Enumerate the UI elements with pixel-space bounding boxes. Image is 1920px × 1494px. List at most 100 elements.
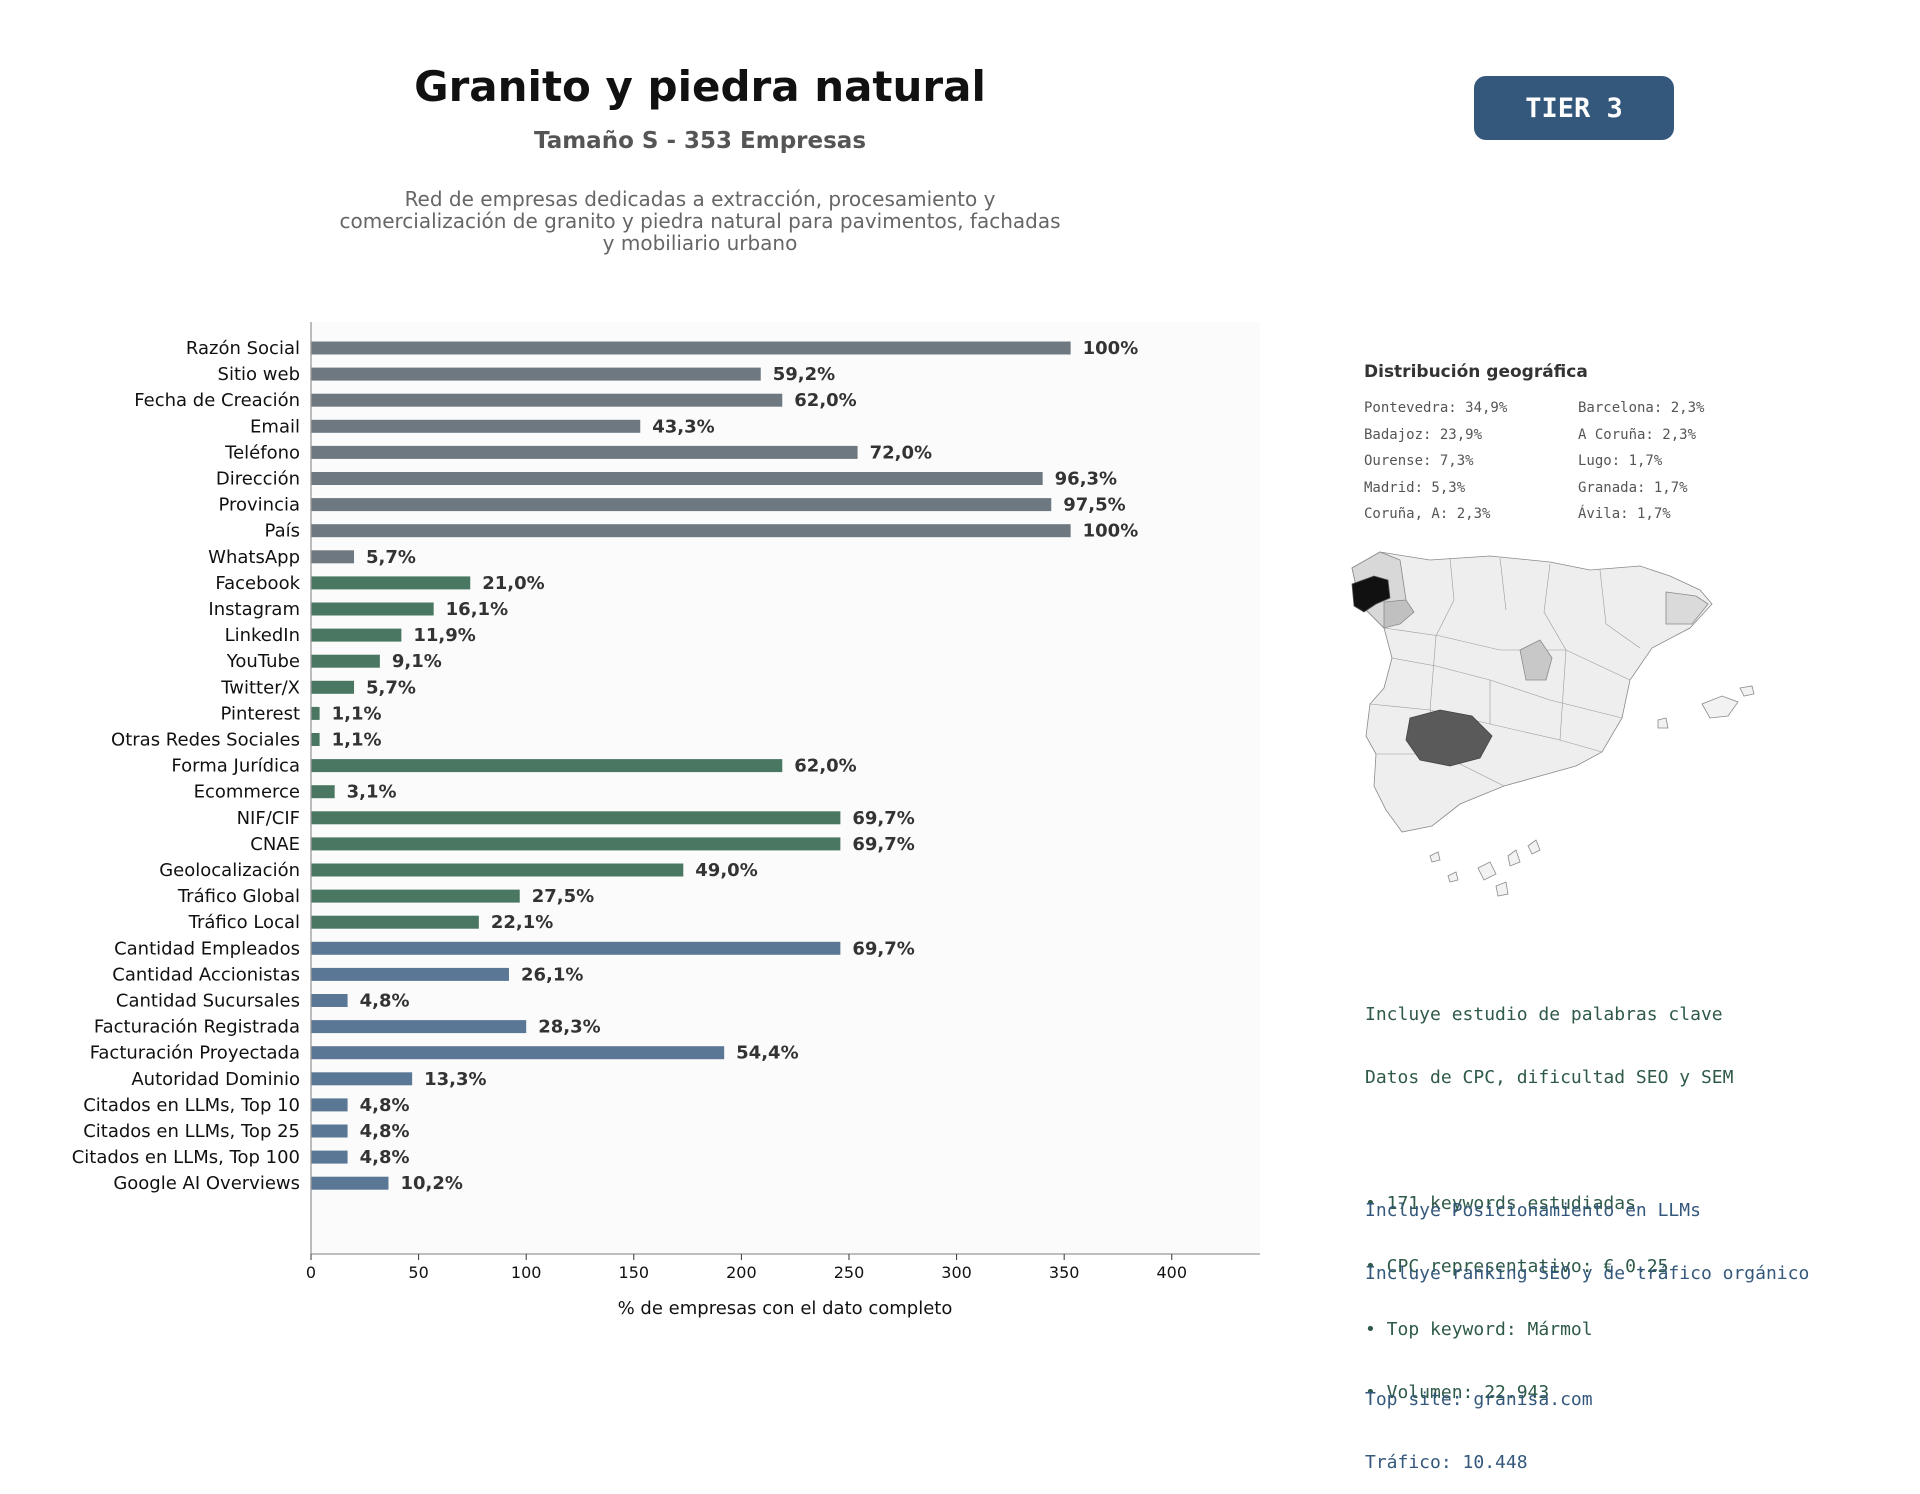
category-label: Cantidad Sucursales xyxy=(116,991,300,1012)
bar xyxy=(311,837,841,851)
value-label: 1,1% xyxy=(332,730,382,751)
bar xyxy=(311,785,335,799)
value-label: 97,5% xyxy=(1063,495,1125,516)
geo-item: Coruña, A: 2,3% xyxy=(1364,506,1491,522)
map-region-balearics xyxy=(1657,685,1755,729)
geo-item: Ávila: 1,7% xyxy=(1578,506,1671,522)
category-label: Otras Redes Sociales xyxy=(111,730,300,751)
bar xyxy=(311,941,841,955)
geo-item: Badajoz: 23,9% xyxy=(1364,426,1483,443)
spacer xyxy=(1365,1130,1733,1151)
keywords-bullet: • 171 keywords estudiadas xyxy=(1365,1193,1636,1214)
geo-list-right: Barcelona: 2,3% A Coruña: 2,3% Lugo: 1,7… xyxy=(1578,400,1704,533)
keywords-bullet: • Volumen: 22.943 xyxy=(1365,1382,1550,1403)
value-label: 4,8% xyxy=(360,1147,410,1168)
category-label: Email xyxy=(250,416,300,437)
bar xyxy=(311,967,509,981)
page-subtitle: Tamaño S - 353 Empresas xyxy=(533,128,867,154)
geo-item: Ourense: 7,3% xyxy=(1364,453,1474,469)
geo-item: Pontevedra: 34,9% xyxy=(1364,400,1508,416)
map-region-pontevedra xyxy=(1351,575,1391,613)
category-label: Autoridad Dominio xyxy=(131,1069,300,1090)
value-label: 59,2% xyxy=(773,364,835,385)
value-label: 62,0% xyxy=(794,756,856,777)
category-label: Geolocalización xyxy=(159,860,300,881)
value-label: 43,3% xyxy=(652,416,714,437)
category-label: Razón Social xyxy=(186,338,300,359)
category-label: NIF/CIF xyxy=(237,808,300,829)
bar xyxy=(311,367,761,381)
bar xyxy=(311,811,841,825)
value-label: 5,7% xyxy=(366,547,416,568)
keywords-line: Incluye estudio de palabras clave xyxy=(1365,1004,1723,1025)
chart-bars xyxy=(311,341,1071,1190)
category-label: Facturación Registrada xyxy=(94,1017,300,1038)
category-label: Cantidad Empleados xyxy=(114,938,300,959)
map-region-badajoz xyxy=(1405,709,1493,767)
value-label: 100% xyxy=(1083,521,1139,542)
category-label: Cantidad Accionistas xyxy=(112,964,300,985)
chart-labels: Razón Social 100% Sitio web 59,2% Fecha de C… xyxy=(72,338,1139,1194)
top-site-traffic: Tráfico: 10.448 xyxy=(1365,1452,1528,1473)
value-label: 1,1% xyxy=(332,703,382,724)
description-line: comercialización de granito y piedra nat… xyxy=(339,209,1061,233)
keywords-line: Datos de CPC, dificultad SEO y SEM xyxy=(1365,1067,1734,1088)
x-tick-label: 300 xyxy=(941,1263,972,1282)
bar xyxy=(311,706,320,720)
x-tick-label: 0 xyxy=(306,1263,316,1282)
bar xyxy=(311,733,320,746)
keywords-bullet: • CPC representativo: € 0.25 xyxy=(1365,1256,1669,1277)
category-label: Forma Jurídica xyxy=(171,756,300,777)
value-label: 22,1% xyxy=(491,912,553,933)
bar xyxy=(311,602,434,616)
value-label: 9,1% xyxy=(392,651,442,672)
plot-background xyxy=(311,322,1260,1254)
category-label: Pinterest xyxy=(220,703,300,724)
geo-item: Lugo: 1,7% xyxy=(1578,453,1663,469)
tier-badge: TIER 3 xyxy=(1474,76,1674,140)
top-site: Top site: granisa.com xyxy=(1365,1389,1593,1410)
keywords-bullet: • Top keyword: Mármol xyxy=(1365,1319,1593,1340)
value-label: 69,7% xyxy=(852,938,914,959)
value-label: 69,7% xyxy=(852,808,914,829)
value-label: 27,5% xyxy=(532,886,594,907)
bar xyxy=(311,1046,725,1060)
bar xyxy=(311,994,348,1007)
value-label: 26,1% xyxy=(521,964,583,985)
bar xyxy=(311,1098,348,1112)
llm-line: Incluye Posicionamiento en LLMs xyxy=(1365,1200,1701,1221)
x-tick-label: 50 xyxy=(408,1263,428,1282)
category-label: LinkedIn xyxy=(225,625,300,646)
geo-item: A Coruña: 2,3% xyxy=(1578,426,1697,443)
bar xyxy=(311,863,684,877)
category-label: WhatsApp xyxy=(208,547,300,568)
bar xyxy=(311,524,1071,538)
page-title: Granito y piedra natural xyxy=(414,62,986,111)
geo-item: Madrid: 5,3% xyxy=(1364,479,1466,496)
category-label: Facebook xyxy=(215,573,300,594)
category-label: Ecommerce xyxy=(194,782,300,803)
x-tick-label: 100 xyxy=(511,1263,542,1282)
value-label: 54,4% xyxy=(736,1043,798,1064)
bar xyxy=(311,472,1043,485)
category-label: CNAE xyxy=(250,834,300,855)
value-label: 11,9% xyxy=(413,625,475,646)
bar xyxy=(311,393,783,407)
value-label: 28,3% xyxy=(538,1017,600,1038)
geo-list-left: Pontevedra: 34,9% Badajoz: 23,9% Ourense… xyxy=(1364,400,1507,533)
description-line: Red de empresas dedicadas a extracción, … xyxy=(404,187,996,211)
completeness-bar-chart: Razón Social 100% Sitio web 59,2% Fecha de C… xyxy=(72,322,1260,1319)
description-line: y mobiliario urbano xyxy=(602,231,798,255)
spacer xyxy=(1365,1326,1809,1347)
bar xyxy=(311,341,1071,355)
category-label: Tráfico Local xyxy=(188,912,300,933)
bar xyxy=(311,419,641,433)
bar xyxy=(311,680,355,694)
value-label: 16,1% xyxy=(446,599,508,620)
value-label: 100% xyxy=(1083,338,1139,359)
value-label: 96,3% xyxy=(1055,469,1117,490)
bar xyxy=(311,498,1052,512)
value-label: 21,0% xyxy=(482,573,544,594)
page-description: Red de empresas dedicadas a extracción, … xyxy=(320,188,1080,254)
x-tick-label: 400 xyxy=(1156,1263,1187,1282)
